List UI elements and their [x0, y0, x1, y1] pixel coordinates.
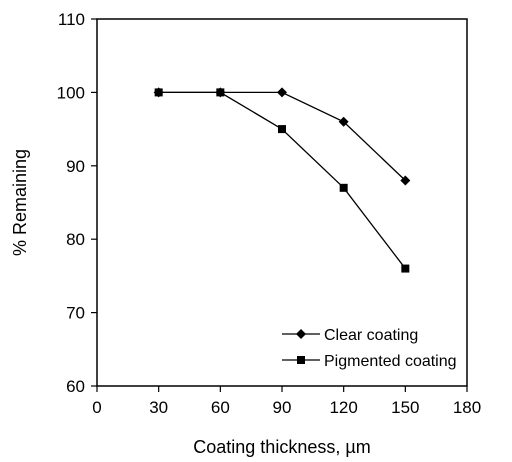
- data-point-pigmented-coating: [278, 125, 286, 134]
- y-tick-label: 110: [58, 10, 85, 29]
- legend: Clear coating Pigmented coating: [282, 327, 457, 370]
- y-tick-label: 80: [66, 230, 85, 249]
- y-tick-label: 90: [66, 157, 85, 176]
- x-tick-label: 0: [92, 398, 101, 417]
- ticks: 0 30 60 90 120 150 180 60 70 80 90 100 110: [57, 10, 482, 417]
- legend-marker: [296, 329, 306, 339]
- y-tick-label: 100: [57, 83, 85, 102]
- series-clear-coating: [153, 87, 411, 186]
- x-tick-label: 90: [273, 398, 292, 417]
- legend-item-pigmented-coating: Pigmented coating: [282, 353, 457, 370]
- y-tick-label: 60: [66, 377, 85, 396]
- x-tick-label: 30: [149, 398, 168, 417]
- x-axis-title: Coating thickness, µm: [193, 437, 370, 457]
- data-point-clear-coating: [277, 87, 287, 98]
- data-point-pigmented-coating: [154, 88, 163, 97]
- data-point-pigmented-coating: [339, 183, 348, 192]
- data-point-pigmented-coating: [216, 88, 225, 97]
- series-line-pigmented-coating: [158, 91, 406, 269]
- legend-label: Clear coating: [324, 327, 418, 344]
- legend-label: Pigmented coating: [324, 353, 457, 370]
- x-tick-label: 150: [391, 398, 419, 417]
- y-axis-title: % Remaining: [10, 149, 30, 256]
- series-group: [153, 87, 411, 273]
- x-tick-label: 60: [211, 398, 230, 417]
- series-pigmented-coating: [154, 88, 410, 273]
- series-line-clear-coating: [158, 91, 406, 181]
- x-tick-label: 120: [329, 398, 357, 417]
- data-point-pigmented-coating: [401, 264, 410, 273]
- y-tick-label: 70: [66, 304, 85, 323]
- data-point-clear-coating: [400, 175, 411, 186]
- x-tick-label: 180: [453, 398, 481, 417]
- data-point-clear-coating: [338, 116, 349, 127]
- legend-item-clear-coating: Clear coating: [282, 327, 418, 344]
- legend-marker: [297, 356, 305, 364]
